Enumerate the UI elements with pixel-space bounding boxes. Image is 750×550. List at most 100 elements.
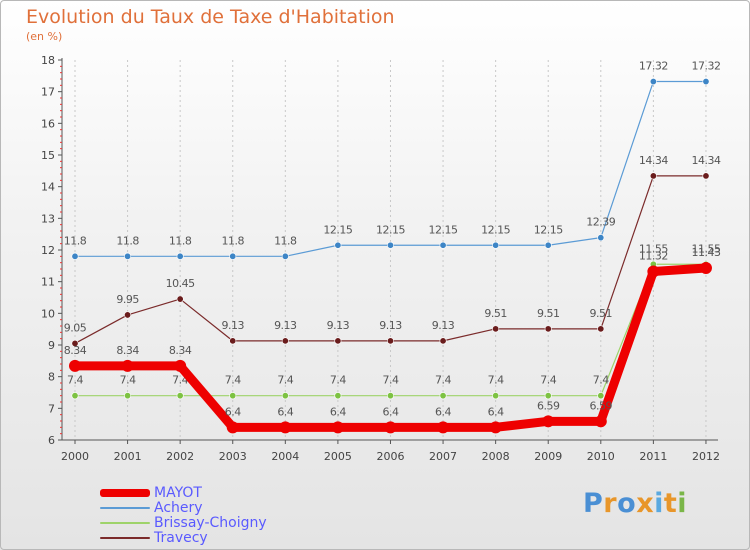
data-label-achery: 12.15 bbox=[534, 223, 563, 236]
x-tick-label: 2011 bbox=[639, 450, 667, 463]
data-label-travecy: 14.34 bbox=[639, 154, 668, 167]
data-point-brissay-choigny bbox=[71, 392, 79, 400]
data-point-travecy bbox=[649, 172, 657, 180]
data-point-brissay-choigny bbox=[281, 392, 289, 400]
proxiti-logo: Proxiti bbox=[583, 488, 687, 519]
data-label-brissay-choigny: 7.4 bbox=[277, 374, 293, 387]
data-label-mayot: 6.4 bbox=[330, 405, 346, 418]
logo-letter: i bbox=[677, 488, 688, 519]
chart-legend: MAYOT Achery Brissay-Choigny Travecy bbox=[100, 484, 267, 546]
x-tick-label: 2005 bbox=[324, 450, 352, 463]
data-label-brissay-choigny: 7.4 bbox=[382, 374, 398, 387]
data-label-travecy: 9.13 bbox=[221, 319, 244, 332]
logo-letter: r bbox=[603, 488, 618, 519]
logo-letter: o bbox=[617, 488, 637, 519]
data-label-mayot: 6.4 bbox=[488, 405, 504, 418]
legend-item-brissay-choigny: Brissay-Choigny bbox=[100, 515, 267, 531]
data-label-travecy: 14.34 bbox=[691, 154, 720, 167]
x-tick-label: 2008 bbox=[482, 450, 510, 463]
data-point-brissay-choigny bbox=[229, 392, 237, 400]
data-label-achery: 11.8 bbox=[274, 234, 297, 247]
data-point-mayot bbox=[594, 415, 607, 428]
x-tick-label: 2006 bbox=[376, 450, 404, 463]
data-label-brissay-choigny: 7.4 bbox=[593, 374, 609, 387]
y-tick-label: 10 bbox=[41, 307, 55, 320]
legend-item-travecy: Travecy bbox=[100, 530, 267, 546]
data-label-achery: 11.8 bbox=[116, 234, 139, 247]
data-point-brissay-choigny bbox=[544, 392, 552, 400]
data-point-achery bbox=[649, 78, 657, 86]
data-label-achery: 12.15 bbox=[429, 223, 458, 236]
data-label-mayot: 6.4 bbox=[382, 405, 398, 418]
x-tick-label: 2001 bbox=[114, 450, 142, 463]
y-tick-label: 6 bbox=[48, 434, 55, 447]
legend-swatch bbox=[100, 521, 150, 524]
y-tick-label: 17 bbox=[41, 86, 55, 99]
legend-swatch bbox=[100, 536, 150, 539]
data-label-achery: 17.32 bbox=[691, 60, 720, 73]
data-point-achery bbox=[492, 241, 500, 249]
data-label-mayot: 6.4 bbox=[435, 405, 451, 418]
data-point-achery bbox=[597, 234, 605, 242]
data-point-brissay-choigny bbox=[124, 392, 132, 400]
data-point-travecy bbox=[229, 337, 237, 345]
data-label-mayot: 6.4 bbox=[225, 405, 241, 418]
data-label-mayot: 8.34 bbox=[169, 344, 192, 357]
data-label-brissay-choigny: 11.55 bbox=[691, 242, 720, 255]
data-point-mayot bbox=[69, 359, 81, 372]
data-point-travecy bbox=[176, 295, 184, 303]
data-label-mayot: 6.59 bbox=[590, 399, 613, 412]
data-label-achery: 12.39 bbox=[586, 216, 615, 229]
x-tick-label: 2002 bbox=[166, 450, 194, 463]
legend-label: MAYOT bbox=[154, 484, 202, 501]
y-tick-label: 11 bbox=[41, 276, 55, 289]
data-point-mayot bbox=[542, 415, 555, 428]
legend-item-achery: Achery bbox=[100, 499, 267, 516]
data-point-brissay-choigny bbox=[176, 392, 184, 400]
data-label-brissay-choigny: 7.4 bbox=[225, 374, 241, 387]
data-point-achery bbox=[71, 252, 79, 260]
data-point-travecy bbox=[71, 339, 79, 347]
data-point-achery bbox=[386, 241, 394, 249]
data-point-travecy bbox=[386, 337, 394, 345]
logo-letter: t bbox=[663, 488, 678, 519]
data-label-brissay-choigny: 7.4 bbox=[67, 374, 83, 387]
data-label-travecy: 9.51 bbox=[537, 307, 560, 320]
data-point-travecy bbox=[439, 337, 447, 345]
data-point-achery bbox=[229, 252, 237, 260]
data-point-travecy bbox=[544, 325, 552, 333]
data-point-achery bbox=[281, 252, 289, 260]
data-point-mayot bbox=[121, 359, 134, 372]
data-label-travecy: 9.05 bbox=[64, 321, 87, 334]
data-point-achery bbox=[702, 78, 710, 86]
data-label-travecy: 9.13 bbox=[379, 319, 402, 332]
y-tick-label: 18 bbox=[41, 54, 55, 67]
data-point-achery bbox=[544, 241, 552, 249]
chart-title: Evolution du Taux de Taxe d'Habitation bbox=[26, 6, 395, 28]
data-label-achery: 17.32 bbox=[639, 60, 668, 73]
y-tick-label: 7 bbox=[48, 402, 55, 415]
data-point-achery bbox=[334, 241, 342, 249]
chart-subtitle: (en %) bbox=[26, 30, 63, 43]
data-point-achery bbox=[176, 252, 184, 260]
data-point-brissay-choigny bbox=[334, 392, 342, 400]
y-tick-label: 12 bbox=[41, 244, 55, 257]
data-label-brissay-choigny: 7.4 bbox=[120, 374, 136, 387]
data-point-mayot bbox=[647, 265, 660, 278]
data-point-mayot bbox=[437, 421, 450, 434]
data-label-mayot: 8.34 bbox=[116, 344, 139, 357]
data-point-travecy bbox=[281, 337, 289, 345]
y-tick-label: 9 bbox=[48, 339, 55, 352]
data-point-achery bbox=[124, 252, 132, 260]
y-tick-label: 14 bbox=[41, 181, 55, 194]
data-label-mayot: 11.32 bbox=[639, 250, 668, 263]
legend-label: Achery bbox=[154, 499, 203, 516]
data-label-achery: 12.15 bbox=[323, 223, 352, 236]
data-point-mayot bbox=[699, 262, 712, 275]
x-tick-label: 2012 bbox=[692, 450, 720, 463]
data-label-travecy: 10.45 bbox=[166, 277, 195, 290]
data-label-brissay-choigny: 7.4 bbox=[540, 374, 556, 387]
data-label-travecy: 9.13 bbox=[327, 319, 350, 332]
data-point-travecy bbox=[702, 172, 710, 180]
data-point-travecy bbox=[597, 325, 605, 333]
